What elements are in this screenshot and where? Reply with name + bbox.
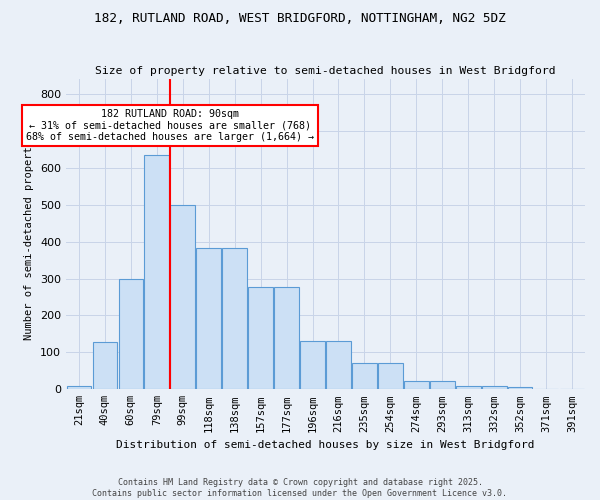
Bar: [119, 278, 143, 390]
Text: Contains HM Land Registry data © Crown copyright and database right 2025.
Contai: Contains HM Land Registry data © Crown c…: [92, 478, 508, 498]
Bar: [430, 381, 455, 390]
Bar: [170, 204, 195, 390]
Bar: [248, 286, 273, 390]
Bar: [223, 248, 247, 390]
Bar: [482, 386, 506, 390]
Bar: [196, 248, 221, 390]
Bar: [145, 155, 169, 390]
X-axis label: Distribution of semi-detached houses by size in West Bridgford: Distribution of semi-detached houses by …: [116, 440, 535, 450]
Bar: [92, 342, 117, 390]
Bar: [404, 381, 428, 390]
Bar: [456, 386, 481, 390]
Bar: [378, 364, 403, 390]
Y-axis label: Number of semi-detached properties: Number of semi-detached properties: [25, 128, 34, 340]
Text: 182, RUTLAND ROAD, WEST BRIDGFORD, NOTTINGHAM, NG2 5DZ: 182, RUTLAND ROAD, WEST BRIDGFORD, NOTTI…: [94, 12, 506, 26]
Text: 182 RUTLAND ROAD: 90sqm
← 31% of semi-detached houses are smaller (768)
68% of s: 182 RUTLAND ROAD: 90sqm ← 31% of semi-de…: [26, 108, 314, 142]
Bar: [352, 364, 377, 390]
Bar: [67, 386, 91, 390]
Bar: [274, 286, 299, 390]
Bar: [300, 342, 325, 390]
Bar: [508, 386, 532, 390]
Bar: [326, 342, 351, 390]
Title: Size of property relative to semi-detached houses in West Bridgford: Size of property relative to semi-detach…: [95, 66, 556, 76]
